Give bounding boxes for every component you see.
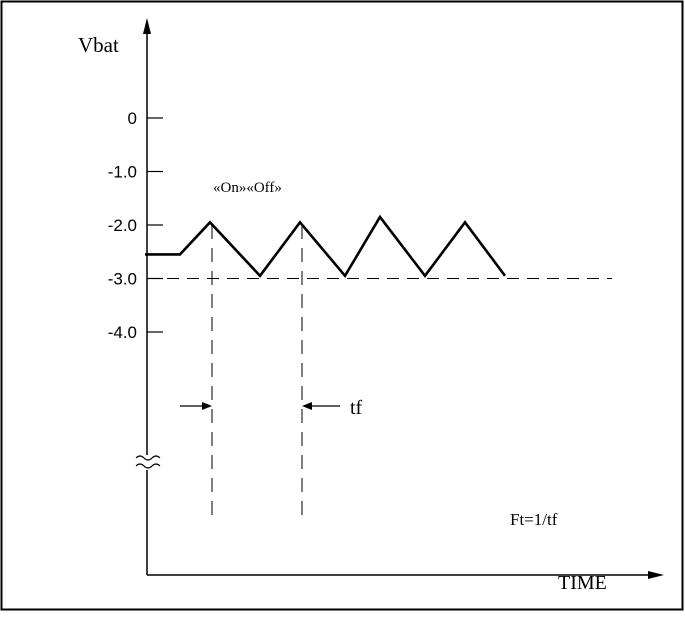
tf-left-arrow-icon: [202, 402, 212, 410]
series-line: [145, 214, 507, 279]
y-axis-arrow-icon: [143, 18, 151, 34]
tf-right-arrow-icon: [302, 402, 312, 410]
on-off-annotation: «On»«Off»: [213, 180, 282, 196]
x-axis-label: TIME: [558, 572, 607, 594]
frequency-formula: Ft=1/tf: [510, 510, 558, 529]
y-tick-label: -2.0: [108, 216, 137, 235]
axis-break-icon: [135, 455, 161, 470]
y-tick-label: 0: [128, 109, 137, 128]
y-axis-label: Vbat: [78, 33, 119, 57]
y-tick-label: -4.0: [108, 323, 137, 342]
tf-annotation: tf: [350, 397, 363, 419]
x-axis-arrow-icon: [648, 571, 664, 579]
y-ticks: 0 -1.0 -2.0 -3.0 -4.0: [108, 109, 163, 342]
y-tick-label: -3.0: [108, 270, 137, 289]
y-tick-label: -1.0: [108, 163, 137, 182]
